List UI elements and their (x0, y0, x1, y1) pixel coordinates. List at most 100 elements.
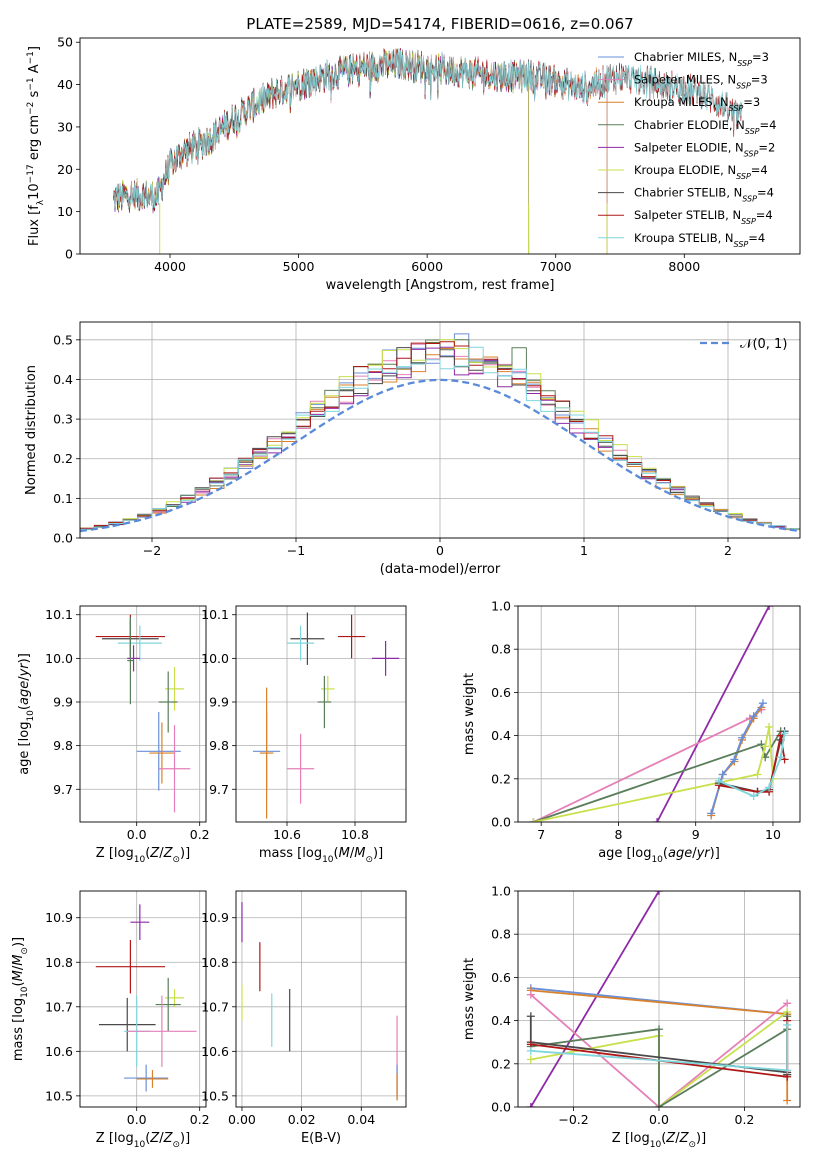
y-tick-label: 0.6 (491, 970, 511, 985)
x-axis-label: age [log10(age/yr)] (598, 846, 720, 865)
legend-label: Chabrier MILES, NSSP=3 (634, 50, 769, 68)
y-tick-label: 0.4 (491, 1013, 511, 1028)
weight-marker (714, 776, 723, 785)
x-tick-label: 10 (765, 827, 781, 842)
axes-frame (517, 890, 801, 1108)
x-tick-label: 9 (692, 827, 700, 842)
y-tick-label: 10.1 (201, 607, 229, 622)
weight-marker (765, 606, 774, 610)
weight-marker (526, 1103, 535, 1107)
weight-marker (783, 1066, 792, 1075)
y-tick-label: 10.0 (201, 651, 229, 666)
weight-line-salpeter-elodie (656, 606, 770, 822)
y-tick-label: 9.7 (53, 782, 73, 797)
spectrum-line-kroupa-stelib (113, 48, 743, 209)
y-tick-label: 10.9 (201, 910, 229, 925)
legend-label: 𝒩(0, 1) (740, 337, 787, 352)
weight-marker (749, 712, 758, 721)
y-tick-label: 20 (57, 162, 73, 177)
x-tick-label: 7000 (540, 259, 572, 274)
y-tick-label: 10.8 (45, 955, 73, 970)
x-tick-label: −1 (287, 543, 305, 558)
y-tick-label: 10.6 (201, 1044, 229, 1059)
weight-marker (655, 1103, 663, 1107)
weight-marker (526, 1012, 535, 1021)
weight-line-salpeter-stelib (718, 735, 786, 793)
x-axis-label: Z [log10(Z/Z⊙)] (96, 1131, 190, 1150)
x-axis-label: E(B-V) (301, 1131, 341, 1146)
weight-marker (765, 783, 774, 792)
y-tick-label: 0.8 (491, 642, 511, 657)
panel-weight_vs_age: 7 8 9 10 0.0 0.2 0.4 0.6 0.8 1.0 age [log10(age/yr… (462, 599, 801, 865)
y-tick-label: 10 (57, 204, 73, 219)
weight-marker (730, 755, 739, 764)
y-tick-label: 10.8 (201, 955, 229, 970)
x-tick-label: 0.0 (649, 1112, 669, 1127)
weight-line-salpeter-miles (533, 708, 762, 822)
histogram-kroupa-stelib (80, 346, 800, 538)
x-tick-label: 0.0 (127, 1112, 147, 1127)
weight-marker (655, 1025, 663, 1034)
plot-area (241, 902, 398, 1101)
panel-residual_histogram: −2 −1 0 1 2 0.0 0.1 0.2 0.3 0.4 0.5 (data-model)/er… (24, 321, 801, 577)
y-tick-label: 0.4 (53, 372, 73, 387)
panel-mass_vs_ebv: 0.00 0.02 0.04 10.5 10.6 10.7 10.8 10.9 E(B-V) (201, 890, 407, 1146)
y-tick-label: 10.1 (45, 607, 73, 622)
weight-line-salpeter-elodie (530, 891, 660, 1107)
weight-marker (718, 770, 727, 779)
x-tick-label: 10.8 (341, 827, 369, 842)
y-tick-label: 9.8 (53, 738, 73, 753)
y-axis-label: Normed distribution (24, 365, 39, 495)
y-tick-label: 0.6 (491, 685, 511, 700)
x-axis-label: (data-model)/error (380, 562, 501, 577)
weight-marker (783, 999, 792, 1008)
weight-marker (526, 990, 535, 999)
weight-marker (529, 818, 538, 822)
x-axis-label: Z [log10(Z/Z⊙)] (612, 1131, 706, 1150)
axes-frame (235, 890, 407, 1108)
y-tick-label: 40 (57, 77, 73, 92)
x-tick-label: 6000 (411, 259, 443, 274)
y-tick-label: 10.6 (45, 1044, 73, 1059)
y-tick-label: 0.2 (491, 771, 511, 786)
x-tick-label: 10.6 (273, 827, 301, 842)
x-tick-label: −2 (143, 543, 161, 558)
weight-marker (780, 729, 789, 738)
x-tick-label: 0.02 (288, 1112, 316, 1127)
x-tick-label: 0.2 (190, 827, 210, 842)
y-tick-label: 9.7 (209, 782, 229, 797)
x-tick-label: 0.2 (190, 1112, 210, 1127)
y-tick-label: 0.4 (491, 728, 511, 743)
weight-marker (526, 1046, 535, 1055)
weight-marker (783, 1020, 792, 1029)
weight-marker (738, 733, 747, 742)
y-tick-label: 9.9 (209, 695, 229, 710)
gaussian-curve (80, 378, 800, 533)
weight-marker (707, 809, 716, 818)
plot-area (80, 333, 800, 538)
x-tick-label: 0.04 (347, 1112, 375, 1127)
y-tick-label: 10.5 (201, 1088, 229, 1103)
weight-marker (526, 1055, 535, 1064)
x-axis-label: wavelength [Angstrom, rest frame] (326, 278, 555, 293)
plot-area (529, 606, 789, 822)
weight-marker (783, 1096, 792, 1105)
x-tick-label: −0.2 (558, 1112, 588, 1127)
legend-label: Salpeter STELIB, NSSP=4 (634, 208, 773, 226)
x-tick-label: 0.2 (735, 1112, 755, 1127)
y-tick-label: 10.7 (45, 999, 73, 1014)
y-tick-label: 0 (65, 247, 73, 262)
y-tick-label: 0.5 (53, 332, 73, 347)
panel-weight_vs_Z: −0.2 0.0 0.2 0.0 0.2 0.4 0.6 0.8 1.0 Z [log10(Z/Z… (462, 884, 801, 1150)
plot-area (253, 612, 400, 819)
y-tick-label: 1.0 (491, 599, 511, 614)
legend-label: Kroupa MILES, NSSP=3 (634, 95, 760, 113)
axes-frame (235, 605, 407, 823)
weight-line-kroupa-elodie (533, 726, 774, 822)
panel-age_vs_Z: 0.0 0.2 9.7 9.8 9.9 10.0 10.1 Z [log10(Z/Z⊙)] ag… (17, 605, 210, 865)
x-tick-label: 0.0 (127, 827, 147, 842)
y-tick-label: 10.9 (45, 910, 73, 925)
figure-title: PLATE=2589, MJD=54174, FIBERID=0616, z=0… (246, 15, 633, 33)
weight-marker (749, 792, 758, 801)
